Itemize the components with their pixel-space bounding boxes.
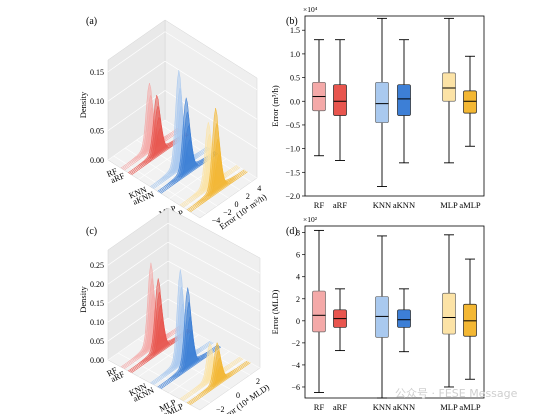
x-tick-label: aMLP [459, 402, 481, 412]
y-multiplier-label: ×10⁴ [303, 5, 318, 14]
y-tick-label: 0.5 [290, 74, 300, 83]
x-tick-label: aKNN [393, 402, 415, 412]
x-tick-label: aRF [333, 402, 347, 412]
x-tick-label: aMLP [459, 200, 481, 210]
y-axis-label: Error (MLD) [270, 290, 280, 335]
z-tick-label: 0.05 [90, 127, 104, 136]
box-KNN [375, 81, 389, 123]
plot-frame [304, 15, 485, 197]
watermark-text: 公众号 · FESE Message [395, 387, 518, 400]
y-tick-label: 8 [296, 229, 300, 238]
y-multiplier-label: ×10² [303, 215, 318, 224]
y-tick-label: 0.0 [290, 97, 300, 106]
y-tick-label: 0 [296, 317, 300, 326]
x-tick-label: 0 [235, 200, 239, 209]
grid-line [167, 241, 261, 293]
box-aKNN [397, 309, 411, 328]
y-tick-label: −0.5 [285, 121, 300, 130]
x-tick-label: 4 [257, 184, 261, 193]
y-tick-label: 6 [296, 251, 300, 260]
z-tick-label: 0.15 [90, 299, 104, 308]
panel-label-d: (d) [286, 226, 298, 237]
box-aMLP [463, 90, 477, 114]
density-ribbon-aMLP [190, 362, 251, 406]
box-KNN [375, 296, 389, 338]
panel-label-b: (b) [286, 16, 298, 27]
grid-line [107, 90, 166, 131]
x-tick-label: −4 [212, 216, 221, 225]
z-axis-label: Density [78, 286, 88, 313]
box-chart-b: −2.0 −1.5 −1.0 −0.5 0.0 0.5 1.0 1.5 Error (m³/h)… [270, 5, 485, 210]
y-tick-label: 1.5 [290, 26, 300, 35]
grid-line [167, 279, 261, 331]
grid-line [164, 60, 258, 120]
category-label: RF [105, 166, 119, 179]
x-tick-label: KNN [373, 402, 391, 412]
grid-line [124, 147, 218, 207]
category-label: RF [105, 365, 119, 379]
y-tick-label: −6 [291, 383, 300, 392]
z-tick-label: 0.10 [90, 318, 104, 327]
box-MLP [442, 72, 456, 102]
grid-line [107, 60, 166, 102]
grid-line [167, 260, 261, 312]
grid-line [113, 155, 206, 215]
box-RF [312, 290, 326, 333]
x-tick-label: aRF [333, 200, 347, 210]
y-tick-label: −4 [291, 361, 300, 370]
box-aRF [333, 84, 347, 116]
density-3d-chart-c: 0.000.050.100.150.200.25−202DensityError… [78, 207, 271, 414]
x-tick-label: aKNN [393, 200, 415, 210]
y-tick-label: −1.5 [285, 168, 300, 177]
box-chart-d: −6 −4 −2 0 2 4 6 8 Error (MLD) ×10² RF aRF KNN aKNN ML… [270, 215, 485, 412]
z-tick-label: 0.20 [90, 280, 104, 289]
box-aKNN [397, 84, 411, 116]
y-tick-label: −1.0 [285, 145, 300, 154]
x-tick-label: KNN [373, 200, 391, 210]
density-ribbon-aMLP [190, 153, 248, 213]
y-tick-label: 2 [296, 295, 300, 304]
y-tick-label: 1.0 [290, 50, 300, 59]
grid-line [107, 260, 169, 304]
x-tick-label: MLP [440, 200, 458, 210]
y-tick-label: −2.0 [285, 192, 300, 201]
grid-line [164, 31, 258, 91]
z-tick-label: 0.15 [90, 68, 104, 77]
box-aMLP [463, 303, 477, 337]
box-MLP [442, 292, 456, 335]
y-tick-label: −2 [291, 339, 300, 348]
z-tick-label: 0.05 [90, 337, 104, 346]
grid-line [167, 222, 261, 274]
panel-label-c: (c) [86, 226, 97, 237]
panel-label-a: (a) [86, 16, 97, 27]
x-tick-label: −2 [216, 405, 225, 414]
z-tick-label: 0.25 [90, 261, 104, 270]
x-tick-label: RF [314, 200, 325, 210]
x-tick-label: 2 [256, 377, 260, 386]
plot-frame [304, 225, 485, 399]
x-tick-label: 2 [246, 192, 250, 201]
z-tick-label: 0.00 [90, 156, 104, 165]
x-tick-label: −2 [223, 208, 232, 217]
z-axis-label: Density [78, 91, 88, 118]
y-axis-label: Error (m³/h) [270, 85, 280, 127]
x-tick-label: RF [314, 402, 325, 412]
z-tick-label: 0.10 [90, 97, 104, 106]
grid-line [107, 241, 169, 285]
grid-line [107, 31, 166, 73]
y-tick-label: 4 [296, 273, 300, 282]
z-tick-label: 0.00 [90, 356, 104, 365]
x-tick-label: MLP [440, 402, 458, 412]
grid-line [107, 222, 169, 266]
x-tick-label: 0 [236, 391, 240, 400]
